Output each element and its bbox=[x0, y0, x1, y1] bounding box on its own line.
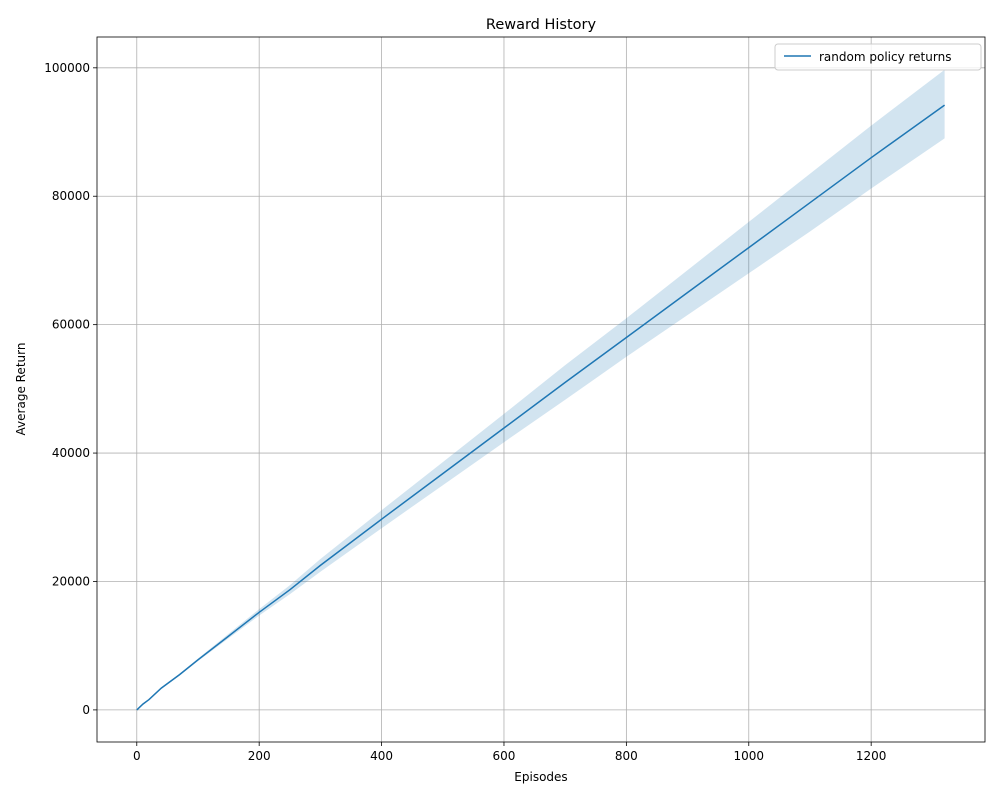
x-tick-label: 1200 bbox=[856, 749, 887, 763]
y-tick-label: 100000 bbox=[44, 61, 90, 75]
axes-frame bbox=[96, 36, 986, 743]
x-tick-label: 800 bbox=[615, 749, 638, 763]
y-tick-label: 40000 bbox=[52, 446, 90, 460]
series-line bbox=[136, 104, 946, 711]
y-tick-label: 80000 bbox=[52, 189, 90, 203]
legend: random policy returns bbox=[774, 43, 982, 71]
chart-title: Reward History bbox=[486, 17, 597, 33]
x-tick-label: 200 bbox=[248, 749, 271, 763]
x-tick-label: 1000 bbox=[733, 749, 764, 763]
y-axis-ticks: 0 20000 40000 60000 80000 100000 bbox=[44, 61, 97, 717]
legend-box bbox=[774, 43, 982, 71]
y-axis-label: Average Return bbox=[14, 343, 28, 436]
legend-label: random policy returns bbox=[819, 50, 951, 64]
x-axis-label: Episodes bbox=[514, 770, 567, 784]
y-tick-label: 0 bbox=[82, 703, 90, 717]
x-axis-ticks: 0 200 400 600 800 1000 1200 bbox=[133, 742, 886, 763]
x-tick-label: 400 bbox=[370, 749, 393, 763]
x-tick-label: 0 bbox=[133, 749, 141, 763]
confidence-band bbox=[136, 69, 945, 710]
y-tick-label: 60000 bbox=[52, 318, 90, 332]
y-tick-label: 20000 bbox=[52, 574, 90, 588]
x-tick-label: 600 bbox=[493, 749, 516, 763]
